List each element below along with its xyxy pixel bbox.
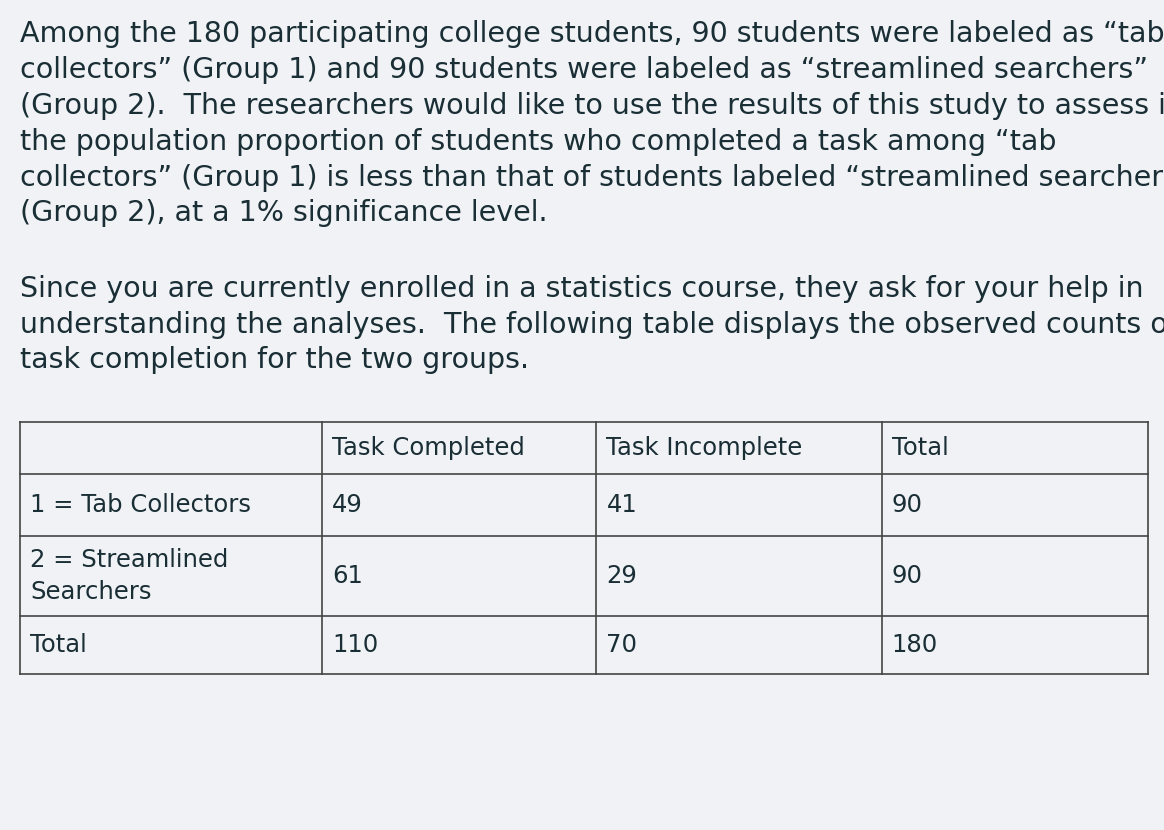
Text: collectors” (Group 1) is less than that of students labeled “streamlined searche: collectors” (Group 1) is less than that … xyxy=(20,164,1164,192)
Text: 49: 49 xyxy=(332,493,363,517)
Text: task completion for the two groups.: task completion for the two groups. xyxy=(20,346,530,374)
Text: 70: 70 xyxy=(606,632,638,657)
Text: 1 = Tab Collectors: 1 = Tab Collectors xyxy=(30,493,251,517)
Text: 61: 61 xyxy=(332,564,363,588)
Text: 41: 41 xyxy=(606,493,637,517)
Text: (Group 2), at a 1% significance level.: (Group 2), at a 1% significance level. xyxy=(20,199,547,227)
Text: 90: 90 xyxy=(892,493,923,517)
Text: Task Completed: Task Completed xyxy=(332,436,525,460)
Text: 110: 110 xyxy=(332,632,378,657)
Text: Task Incomplete: Task Incomplete xyxy=(606,436,803,460)
Text: 2 = Streamlined
Searchers: 2 = Streamlined Searchers xyxy=(30,548,228,603)
Text: understanding the analyses.  The following table displays the observed counts of: understanding the analyses. The followin… xyxy=(20,310,1164,339)
Text: 90: 90 xyxy=(892,564,923,588)
Text: Total: Total xyxy=(30,632,87,657)
Text: 29: 29 xyxy=(606,564,637,588)
Text: Since you are currently enrolled in a statistics course, they ask for your help : Since you are currently enrolled in a st… xyxy=(20,275,1143,303)
Text: collectors” (Group 1) and 90 students were labeled as “streamlined searchers”: collectors” (Group 1) and 90 students we… xyxy=(20,56,1148,84)
Text: 180: 180 xyxy=(892,632,938,657)
Text: Among the 180 participating college students, 90 students were labeled as “tab: Among the 180 participating college stud… xyxy=(20,20,1164,48)
Text: (Group 2).  The researchers would like to use the results of this study to asses: (Group 2). The researchers would like to… xyxy=(20,92,1164,120)
Text: Total: Total xyxy=(892,436,949,460)
Text: the population proportion of students who completed a task among “tab: the population proportion of students wh… xyxy=(20,128,1057,155)
